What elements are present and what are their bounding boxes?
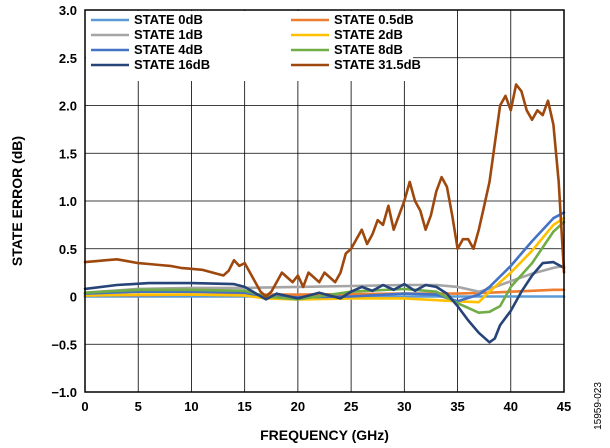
legend-label: STATE 31.5dB (334, 57, 421, 72)
series-line-state-31-5db (83, 83, 566, 298)
y-tick-label: −1.0 (51, 385, 77, 400)
plot-frame (84, 9, 565, 393)
legend-entry-state-0-5db: STATE 0.5dB (291, 12, 414, 27)
legend-label: STATE 16dB (134, 57, 210, 72)
x-tick-label: 0 (81, 399, 88, 414)
series-layer (83, 83, 566, 344)
legend-entry-state-8db: STATE 8dB (291, 42, 403, 57)
series-line-state-4db (83, 211, 566, 303)
x-tick-label: 40 (504, 399, 518, 414)
y-tick-labels: −1.0 −0.5 0 0.5 1.0 1.5 2.0 2.5 3.0 (51, 3, 77, 400)
y-tick-label: 2.0 (59, 99, 77, 114)
y-tick-label: 2.5 (59, 51, 77, 66)
legend-label: STATE 2dB (334, 27, 403, 42)
y-tick-label: 1.5 (59, 146, 77, 161)
series-line-state-16db (83, 260, 566, 344)
x-tick-label: 35 (450, 399, 464, 414)
y-tick-label: 0.5 (59, 242, 77, 257)
y-axis-title: STATE ERROR (dB) (9, 136, 25, 266)
legend-background (86, 11, 413, 81)
x-tick-label: 45 (557, 399, 571, 414)
series-line-state-2db (83, 216, 566, 304)
legend-entry-state-2db: STATE 2dB (291, 27, 403, 42)
x-tick-label: 30 (397, 399, 411, 414)
x-tick-label: 20 (291, 399, 305, 414)
y-tick-label: −0.5 (51, 337, 77, 352)
series-line-state-8db (83, 220, 566, 314)
legend-label: STATE 0.5dB (334, 12, 414, 27)
x-tick-labels: 0 5 10 15 20 25 30 35 40 45 (81, 399, 571, 414)
legend-entry-state-16db: STATE 16dB (91, 57, 210, 72)
legend-label: STATE 8dB (334, 42, 403, 57)
x-tick-label: 25 (344, 399, 358, 414)
legend-entry-state-0db: STATE 0dB (91, 12, 203, 27)
legend-label: STATE 0dB (134, 12, 203, 27)
y-tick-label: 0 (70, 290, 77, 305)
x-tick-label: 15 (237, 399, 251, 414)
y-tick-label: 3.0 (59, 3, 77, 18)
legend-entry-state-1db: STATE 1dB (91, 27, 203, 42)
x-tick-label: 5 (135, 399, 142, 414)
legend-entry-state-4db: STATE 4dB (91, 42, 203, 57)
figure-id: 15959-023 (593, 382, 604, 430)
x-axis-title: FREQUENCY (GHz) (260, 427, 389, 443)
series-line-state-1db (83, 264, 566, 294)
legend-label: STATE 4dB (134, 42, 203, 57)
legend-entry-state-31-5db: STATE 31.5dB (291, 57, 421, 72)
x-tick-label: 10 (184, 399, 198, 414)
legend-label: STATE 1dB (134, 27, 203, 42)
y-tick-label: 1.0 (59, 194, 77, 209)
